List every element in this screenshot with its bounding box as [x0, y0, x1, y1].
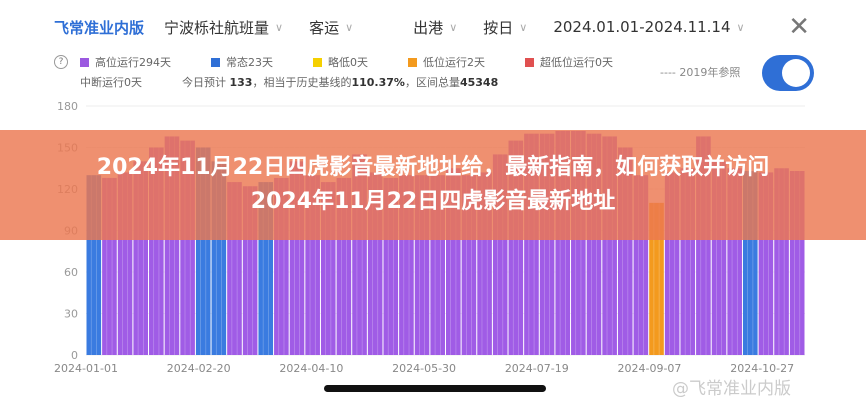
direction-select[interactable]: 出港 ∨	[413, 17, 457, 38]
help-icon[interactable]: ?	[54, 55, 68, 69]
legend-swatch	[80, 57, 89, 67]
reference-toggle[interactable]	[762, 55, 814, 91]
y-tick-label: 180	[57, 100, 78, 113]
legend-label: 高位运行294天	[95, 56, 171, 69]
chevron-down-icon: ∨	[519, 20, 528, 34]
x-tick-label: 2024-07-19	[505, 362, 569, 375]
legend-label: 超低位运行0天	[540, 56, 613, 69]
legend-swatch	[313, 57, 322, 67]
watermark: @飞常准业内版	[672, 379, 791, 399]
reference-label: ---- 2019年参照	[660, 66, 741, 79]
type-label: 客运	[309, 18, 340, 37]
bar	[649, 202, 664, 355]
y-tick-label: 60	[64, 266, 78, 279]
x-tick-label: 2024-10-27	[730, 362, 794, 375]
airport-select[interactable]: 宁波栎社航班量 ∨	[164, 17, 283, 38]
brand-title: 飞常准业内版	[54, 18, 145, 37]
legend-swatch	[408, 57, 417, 67]
legend-item[interactable]: 常态23天	[211, 54, 273, 70]
y-tick-label: 30	[64, 308, 78, 321]
filter-bar: 飞常准业内版 宁波栎社航班量 ∨ 客运 ∨ 出港 ∨ 按日 ∨ 2024.01.01-2…	[54, 14, 866, 40]
legend-label: 略低0天	[328, 56, 368, 69]
x-tick-label: 2024-04-10	[279, 362, 343, 375]
summary-text: 今日预计 133，相当于历史基线的110.37%，区间总量45348	[182, 76, 499, 89]
x-tick-label: 2024-05-30	[392, 362, 456, 375]
chevron-down-icon: ∨	[345, 20, 354, 34]
airport-label: 宁波栎社航班量	[164, 18, 270, 37]
date-range-label: 2024.01.01-2024.11.14	[553, 18, 731, 36]
close-icon[interactable]: ✕	[788, 12, 810, 42]
y-tick-label: 0	[71, 349, 78, 362]
chevron-down-icon: ∨	[275, 20, 284, 34]
granularity-label: 按日	[483, 18, 514, 37]
x-tick-label: 2024-01-01	[54, 362, 118, 375]
legend: ? 高位运行294天 常态23天 略低0天 低位运行2天 超低位运行0天 中断运行0天 …	[54, 52, 653, 92]
chevron-down-icon: ∨	[449, 20, 458, 34]
type-select[interactable]: 客运 ∨	[309, 17, 353, 38]
legend-item[interactable]: 超低位运行0天	[525, 54, 613, 70]
legend-label: 低位运行2天	[423, 56, 485, 69]
legend-item[interactable]: 略低0天	[313, 54, 368, 70]
interrupt-label: 中断运行0天	[80, 76, 142, 89]
x-tick-label: 2024-02-20	[167, 362, 231, 375]
legend-item[interactable]: 高位运行294天	[80, 54, 171, 70]
legend-swatch	[525, 57, 534, 67]
banner-text: 2024年11月22日四虎影音最新地址给，最新指南，如何获取并访问2024年11…	[96, 155, 770, 214]
direction-label: 出港	[413, 18, 444, 37]
legend-label: 常态23天	[226, 56, 273, 69]
date-range-select[interactable]: 2024.01.01-2024.11.14 ∨	[553, 18, 744, 36]
overlay-banner: 2024年11月22日四虎影音最新地址给，最新指南，如何获取并访问2024年11…	[0, 130, 866, 240]
x-tick-label: 2024-09-07	[618, 362, 682, 375]
legend-swatch	[211, 57, 220, 67]
scroll-indicator[interactable]	[324, 385, 546, 392]
granularity-select[interactable]: 按日 ∨	[483, 17, 527, 38]
chevron-down-icon: ∨	[736, 20, 745, 34]
legend-item[interactable]: 低位运行2天	[408, 54, 485, 70]
